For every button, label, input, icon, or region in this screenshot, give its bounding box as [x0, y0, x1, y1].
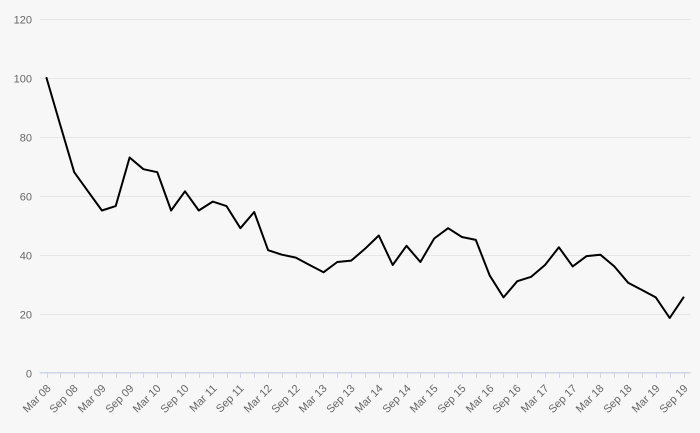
- y-axis-label: 80: [20, 133, 32, 145]
- x-axis-label: Sep 14: [380, 383, 413, 416]
- series-line: [45, 76, 685, 319]
- x-axis-label: Mar 13: [297, 383, 330, 416]
- y-axis-label: 0: [26, 369, 32, 381]
- x-axis-label: Sep 15: [435, 383, 468, 416]
- y-axis-label: 60: [20, 192, 32, 204]
- x-axis-label: Mar 17: [519, 383, 552, 416]
- x-axis-label: Mar 09: [76, 383, 109, 416]
- x-axis-label: Mar 15: [408, 383, 441, 416]
- x-axis-label: Mar 12: [242, 383, 275, 416]
- x-axis-label: Sep 08: [47, 383, 80, 416]
- y-axis-label: 120: [14, 15, 32, 27]
- x-axis-label: Sep 13: [324, 383, 357, 416]
- x-axis-label: Mar 14: [353, 383, 386, 416]
- x-axis-label: Sep 10: [158, 383, 191, 416]
- x-axis-label: Sep 19: [657, 383, 690, 416]
- x-axis-label: Sep 17: [546, 383, 579, 416]
- x-axis-label: Sep 18: [601, 383, 634, 416]
- x-axis-label: Sep 11: [214, 383, 247, 416]
- x-axis-label: Mar 16: [464, 383, 497, 416]
- x-axis-label: Mar 10: [131, 383, 164, 416]
- y-axis-label: 100: [14, 74, 32, 86]
- x-axis-label: Mar 19: [630, 383, 663, 416]
- y-axis-label: 20: [20, 310, 32, 322]
- x-axis-label: Mar 11: [188, 383, 220, 415]
- x-axis-label: Sep 12: [269, 383, 302, 416]
- x-axis-label: Mar 08: [21, 383, 54, 416]
- y-axis-label: 40: [20, 251, 32, 263]
- x-axis-label: Mar 18: [574, 383, 607, 416]
- x-axis-label: Sep 16: [490, 383, 523, 416]
- x-axis-label: Sep 09: [103, 383, 136, 416]
